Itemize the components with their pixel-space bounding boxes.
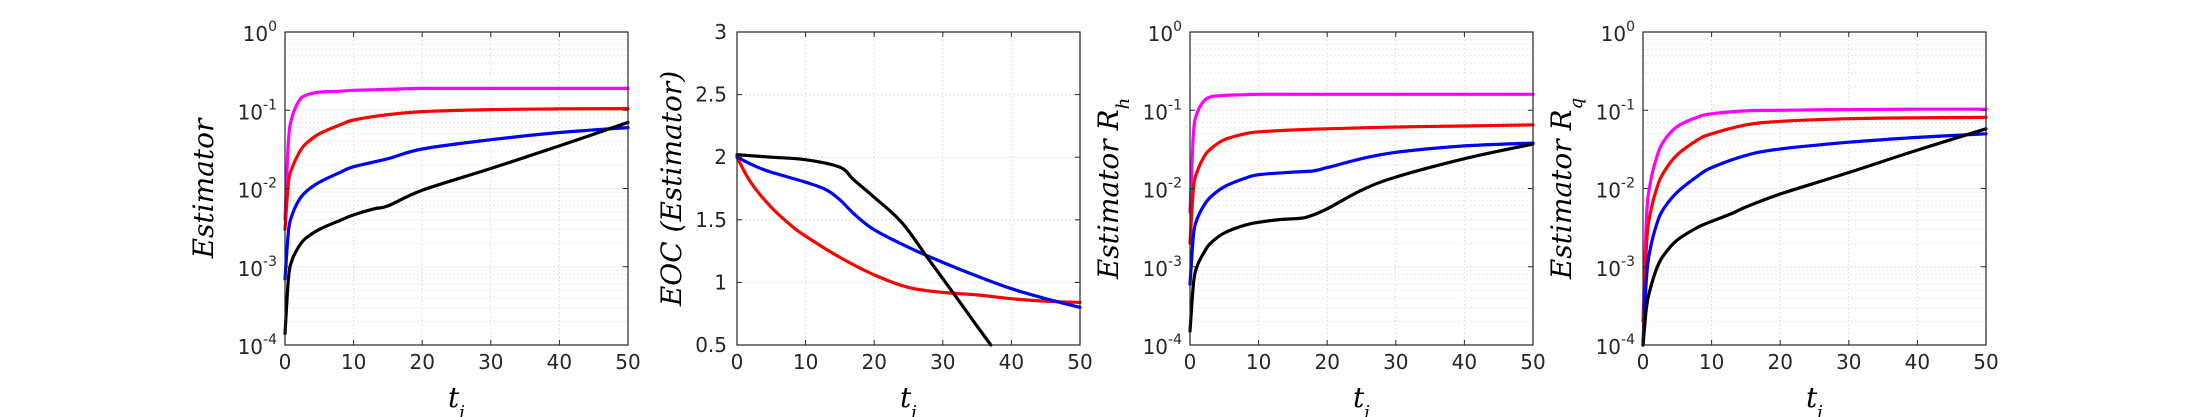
series-line-2 [735, 155, 1082, 309]
y-tick-label: 10-2 [1143, 176, 1182, 203]
x-axis-label: ti [448, 381, 465, 417]
y-tick-label: 10-4 [1143, 332, 1183, 359]
x-axis-label: ti [1353, 381, 1370, 417]
y-tick-label: 2 [714, 145, 727, 169]
y-tick-label: 10-3 [1596, 254, 1635, 281]
y-tick-label: 3 [714, 20, 727, 44]
series-line-1 [283, 86, 630, 222]
series-line-4 [1641, 127, 1988, 347]
y-axis-label: Estimator Rh [1092, 98, 1134, 280]
axes-frame [736, 31, 1081, 346]
plot-area [737, 32, 1080, 345]
x-tick-label: 0 [1184, 350, 1197, 374]
x-tick-label: 0 [1637, 350, 1650, 374]
y-tick-label: 10-2 [238, 176, 277, 203]
plot-area [285, 32, 628, 345]
series-line-3 [1641, 132, 1988, 347]
series-line-1 [735, 155, 1082, 304]
series-line-3 [735, 153, 993, 347]
x-tick-label: 20 [861, 350, 886, 374]
x-tick-label: 30 [1836, 350, 1861, 374]
y-tick-label: 10-3 [238, 254, 277, 281]
y-axis-label: Estimator Rq [1545, 98, 1587, 280]
y-tick-label: 10-1 [1143, 97, 1182, 124]
x-tick-label: 10 [1699, 350, 1724, 374]
chart-panel-2: 0 10 20 30 40 50 3 2.5 2 1.5 1 0.5 ti EOC (Estimator) [655, 20, 1093, 417]
series-line-4 [1188, 142, 1535, 333]
y-tick-label: 0.5 [695, 333, 727, 357]
series-line-1 [1188, 92, 1535, 214]
x-tick-label: 40 [547, 350, 572, 374]
y-tick-label: 100 [1148, 19, 1182, 46]
y-tick-label: 10-4 [238, 332, 278, 359]
y-tick-label: 100 [243, 19, 277, 46]
plot-area [1643, 32, 1986, 345]
x-tick-label: 50 [615, 350, 640, 374]
chart-panel-3: 0 10 20 30 40 50 100 10-1 10-2 10-3 10-4 ti Estimato… [1092, 19, 1546, 417]
x-tick-label: 20 [1314, 350, 1339, 374]
x-tick-label: 40 [1452, 350, 1477, 374]
y-tick-label: 10-2 [1596, 176, 1635, 203]
y-tick-label: 10-3 [1143, 254, 1182, 281]
y-tick-label: 100 [1601, 19, 1635, 46]
x-tick-label: 10 [793, 350, 818, 374]
chart-panel-1: 0 10 20 30 40 50 100 10-1 10-2 10-3 10-4 ti Estimato… [187, 19, 641, 417]
series-line-1 [1641, 107, 1988, 323]
series-line-3 [283, 126, 630, 281]
x-axis-label: ti [1806, 381, 1823, 417]
chart-panel-4: 0 10 20 30 40 50 100 10-1 10-2 10-3 10-4 ti Estimato… [1545, 19, 1999, 417]
series-line-4 [283, 120, 630, 336]
y-axis-label: Estimator [187, 117, 220, 259]
series-line-2 [1641, 115, 1988, 347]
y-axis-label: EOC (Estimator) [655, 71, 688, 307]
y-tick-label: 1.5 [695, 208, 727, 232]
x-tick-label: 30 [478, 350, 503, 374]
series-line-2 [1188, 123, 1535, 245]
x-tick-label: 50 [1520, 350, 1545, 374]
x-tick-label: 0 [279, 350, 292, 374]
x-tick-label: 50 [1973, 350, 1998, 374]
x-tick-label: 40 [999, 350, 1024, 374]
x-tick-label: 20 [1767, 350, 1792, 374]
y-tick-label: 1 [714, 270, 727, 294]
x-tick-label: 50 [1067, 350, 1092, 374]
series-line-3 [1188, 141, 1535, 286]
y-tick-label: 2.5 [695, 83, 727, 107]
x-tick-label: 40 [1905, 350, 1930, 374]
x-tick-label: 20 [409, 350, 434, 374]
x-tick-label: 10 [1246, 350, 1271, 374]
series-line-2 [283, 107, 630, 231]
x-tick-label: 30 [930, 350, 955, 374]
y-tick-label: 10-1 [238, 97, 277, 124]
x-tick-label: 0 [731, 350, 744, 374]
x-tick-label: 10 [341, 350, 366, 374]
x-axis-label: ti [900, 381, 917, 417]
y-tick-label: 10-1 [1596, 97, 1635, 124]
y-tick-label: 10-4 [1596, 332, 1636, 359]
x-tick-label: 30 [1383, 350, 1408, 374]
